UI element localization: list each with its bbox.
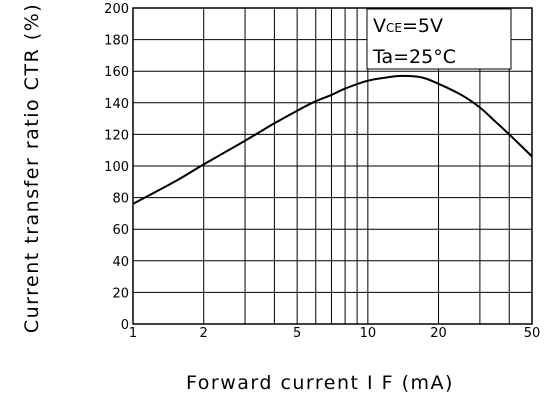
y-tick-label: 100 [104, 160, 129, 175]
y-tick-label: 0 [121, 318, 129, 333]
y-tick-label: 140 [104, 97, 129, 112]
y-tick-label: 180 [104, 34, 129, 49]
vce-subscript: CE [386, 21, 402, 35]
x-tick-label: 2 [200, 326, 208, 341]
x-tick-label: 5 [293, 326, 301, 341]
x-tick-label: 10 [360, 326, 377, 341]
x-axis-title: Forward current I F (mA) [186, 372, 454, 394]
x-tick-label: 20 [430, 326, 447, 341]
x-tick-label: 50 [524, 326, 541, 341]
y-tick-label: 80 [112, 192, 129, 207]
conditions-box [366, 8, 512, 70]
vce-value: =5V [402, 15, 443, 37]
ctr-curve [132, 74, 533, 205]
y-tick-label: 20 [112, 286, 129, 301]
y-tick-label: 200 [104, 2, 129, 17]
y-tick-label: 160 [104, 65, 129, 80]
y-tick-label: 60 [112, 223, 129, 238]
y-tick-label: 120 [104, 128, 129, 143]
y-tick-label: 40 [112, 255, 129, 270]
ta-annotation: Ta=25°C [372, 46, 456, 68]
vce-annotation: VCE=5V [373, 15, 443, 37]
tick-labels: 1 2 5 10 20 50 0 20 40 60 80 100 120 140 160 180 200 [104, 2, 540, 341]
plot-frame [132, 7, 533, 325]
vce-symbol: V [373, 15, 386, 37]
y-axis-title: Current transfer ratio CTR (%) [21, 3, 43, 333]
x-tick-label: 1 [129, 326, 137, 341]
